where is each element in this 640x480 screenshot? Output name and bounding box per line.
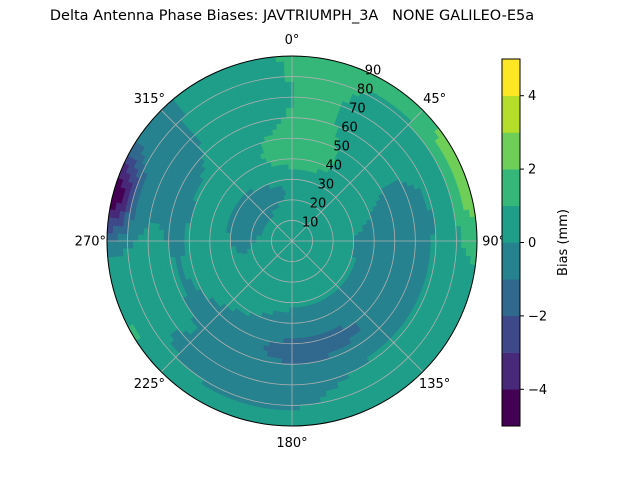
chart-title: Delta Antenna Phase Biases: JAVTRIUMPH_3… (49, 8, 535, 24)
